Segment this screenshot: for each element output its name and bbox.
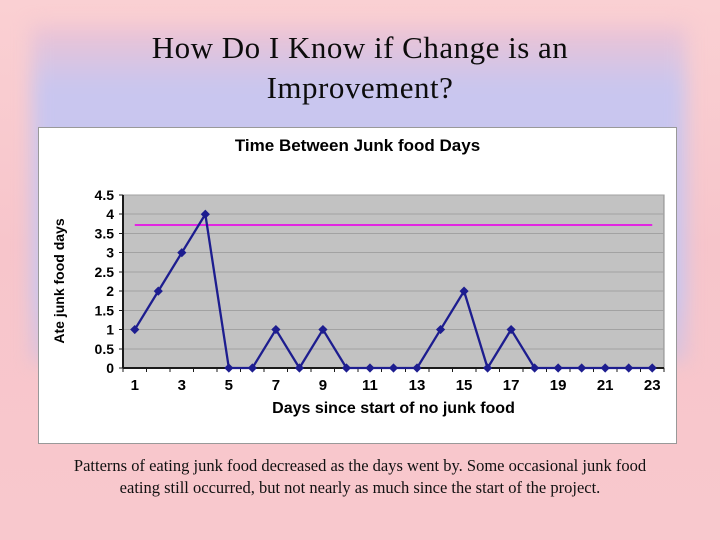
svg-text:19: 19 [550, 377, 567, 394]
svg-text:3.5: 3.5 [95, 225, 115, 241]
svg-text:7: 7 [272, 377, 280, 394]
slide-title: How Do I Know if Change is an Improvemen… [60, 28, 660, 108]
svg-text:15: 15 [456, 377, 473, 394]
y-axis-labels: 0 0.5 1 1.5 2 2.5 3 3.5 4 4.5 [95, 187, 123, 376]
gridlines [123, 194, 664, 350]
svg-text:5: 5 [225, 377, 233, 394]
svg-text:2: 2 [106, 283, 114, 299]
slide-title-line2: Improvement? [266, 70, 454, 105]
svg-text:13: 13 [409, 377, 426, 394]
chart-title: Time Between Junk food Days [234, 136, 481, 155]
svg-text:2.5: 2.5 [95, 264, 115, 280]
svg-text:0.5: 0.5 [95, 341, 115, 357]
svg-text:21: 21 [597, 377, 614, 394]
svg-text:23: 23 [644, 377, 661, 394]
svg-text:0: 0 [106, 360, 114, 376]
slide-title-line1: How Do I Know if Change is an [151, 30, 569, 65]
svg-text:17: 17 [503, 377, 520, 394]
plot-area [122, 194, 665, 369]
x-axis-labels: 1 3 5 7 9 11 13 15 17 19 21 23 [131, 377, 661, 394]
svg-text:3: 3 [178, 377, 186, 394]
svg-text:4: 4 [106, 206, 114, 222]
svg-text:1: 1 [131, 377, 139, 394]
svg-text:4.5: 4.5 [95, 187, 115, 203]
chart-container: Time Between Junk food Days Ate junk foo… [38, 127, 677, 444]
svg-text:3: 3 [106, 245, 114, 261]
svg-text:9: 9 [319, 377, 327, 394]
series-markers [130, 209, 657, 373]
svg-text:1: 1 [106, 322, 114, 338]
caption-text: Patterns of eating junk food decreased a… [73, 456, 647, 497]
svg-text:1.5: 1.5 [95, 302, 115, 318]
chart-plot: 00.511.522.533.544.51 3 5 7 9 11 13 15 17 19 21 23 [95, 187, 665, 394]
x-axis-title: Days since start of no junk food [272, 400, 515, 417]
svg-text:11: 11 [362, 377, 378, 394]
